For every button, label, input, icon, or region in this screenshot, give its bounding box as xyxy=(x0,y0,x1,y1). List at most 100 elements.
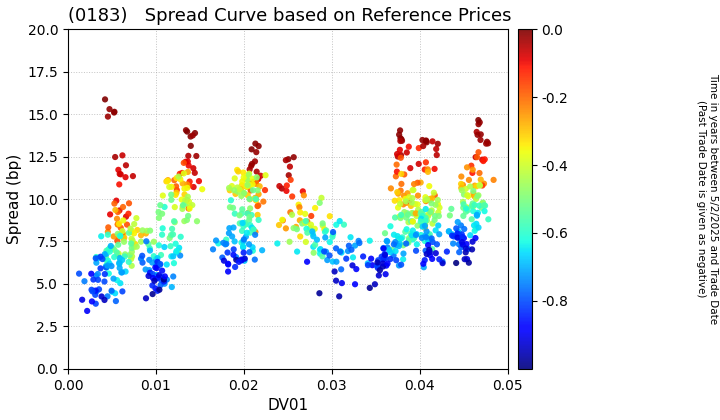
Point xyxy=(180,127,192,134)
Point xyxy=(248,226,259,233)
Point xyxy=(297,188,309,195)
Point xyxy=(73,270,85,277)
Point xyxy=(426,235,437,242)
Point xyxy=(461,241,472,247)
Point xyxy=(247,187,258,194)
Point xyxy=(178,160,189,166)
Point xyxy=(86,288,98,295)
Point xyxy=(433,209,444,216)
Point xyxy=(112,166,124,173)
Point xyxy=(431,241,443,248)
Point xyxy=(159,281,171,287)
Point xyxy=(397,250,409,257)
Point xyxy=(179,191,190,198)
Point xyxy=(247,244,258,251)
Point xyxy=(99,297,110,303)
Point xyxy=(307,244,319,250)
Point xyxy=(443,228,454,235)
Point xyxy=(156,267,168,274)
Point xyxy=(402,239,414,246)
Point xyxy=(176,170,188,176)
Point xyxy=(253,143,264,150)
Point xyxy=(402,211,414,218)
Point xyxy=(230,254,242,260)
Point xyxy=(429,165,441,172)
Point xyxy=(147,282,158,289)
Point xyxy=(181,181,193,188)
Point xyxy=(425,209,436,215)
Point xyxy=(460,249,472,256)
Point xyxy=(241,176,253,183)
Point xyxy=(238,236,250,243)
Point xyxy=(114,260,125,267)
Point xyxy=(392,153,404,160)
Point xyxy=(165,243,176,249)
Point xyxy=(156,231,168,238)
Point xyxy=(114,232,125,239)
Point xyxy=(407,236,418,243)
Point xyxy=(392,151,403,158)
Point xyxy=(126,228,138,234)
Point xyxy=(176,196,187,203)
Point xyxy=(123,259,135,265)
Point xyxy=(354,240,365,247)
Point xyxy=(477,158,489,164)
Point xyxy=(464,183,476,190)
Point xyxy=(102,260,113,267)
Point xyxy=(235,186,247,193)
Point xyxy=(248,178,259,185)
Point xyxy=(111,197,122,204)
Point xyxy=(451,260,462,266)
Point xyxy=(420,197,431,204)
Y-axis label: Time in years between 5/2/2025 and Trade Date
(Past Trade Date is given as negat: Time in years between 5/2/2025 and Trade… xyxy=(696,74,718,325)
Point xyxy=(346,247,357,253)
Point xyxy=(426,255,438,262)
Point xyxy=(169,219,181,226)
Point xyxy=(330,258,342,265)
Point xyxy=(395,135,406,142)
Point xyxy=(177,180,189,187)
Point xyxy=(234,212,246,219)
Point xyxy=(419,257,431,263)
Point xyxy=(174,252,186,259)
Point xyxy=(394,197,405,204)
Point xyxy=(472,131,483,138)
Point xyxy=(153,286,165,293)
Point xyxy=(412,179,423,186)
Point xyxy=(387,247,398,253)
Point xyxy=(452,233,464,240)
Point xyxy=(251,178,262,184)
Point xyxy=(404,198,415,205)
Point xyxy=(471,212,482,218)
Point xyxy=(166,197,177,203)
Point xyxy=(446,232,458,239)
Point xyxy=(471,225,482,231)
Point xyxy=(161,261,173,268)
Point xyxy=(284,239,295,245)
Point xyxy=(158,244,170,250)
Point xyxy=(189,130,201,136)
Point xyxy=(126,235,138,242)
Point xyxy=(420,138,431,144)
Point xyxy=(162,178,174,184)
Point xyxy=(388,231,400,238)
Point xyxy=(102,231,114,238)
Point xyxy=(238,189,249,196)
Point xyxy=(251,168,263,175)
Point xyxy=(461,204,472,211)
Point xyxy=(246,224,258,231)
Point xyxy=(91,260,102,266)
Point xyxy=(114,181,125,188)
Point xyxy=(388,252,400,259)
Point xyxy=(126,253,138,260)
Point xyxy=(183,152,194,159)
Text: (0183)   Spread Curve based on Reference Prices: (0183) Spread Curve based on Reference P… xyxy=(68,7,511,25)
Point xyxy=(426,246,438,252)
Point xyxy=(402,219,414,226)
Point xyxy=(135,255,147,262)
Point xyxy=(482,140,494,147)
Point xyxy=(412,192,423,199)
Point xyxy=(397,242,409,249)
Point xyxy=(418,143,429,150)
Point xyxy=(379,255,391,262)
